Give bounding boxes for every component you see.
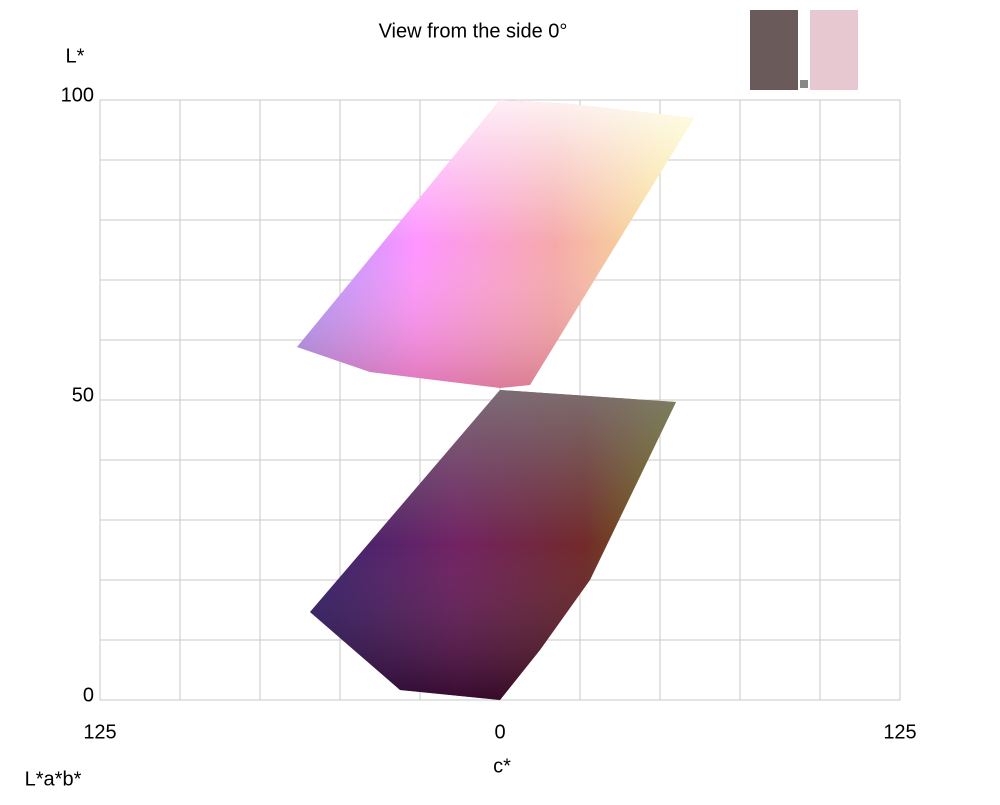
y-tick-label: 0 [83, 684, 94, 706]
thumbnail-separator [800, 80, 808, 88]
y-tick-label: 50 [72, 384, 94, 406]
y-tick-label: 100 [61, 84, 94, 106]
x-axis-label: c* [493, 755, 511, 777]
gamut-cloud [297, 100, 694, 700]
thumbnail-original [750, 10, 798, 90]
x-tick-label: 0 [494, 721, 505, 743]
lower-cloud-shade [310, 390, 676, 700]
color-space-label: L*a*b* [25, 768, 82, 790]
upper-cloud-shade [297, 100, 694, 388]
y-axis-label: L* [66, 45, 85, 67]
x-tick-label: 125 [83, 721, 116, 743]
x-tick-label: 125 [883, 721, 916, 743]
thumbnail-result [810, 10, 858, 90]
chart-title: View from the side 0° [379, 20, 568, 42]
